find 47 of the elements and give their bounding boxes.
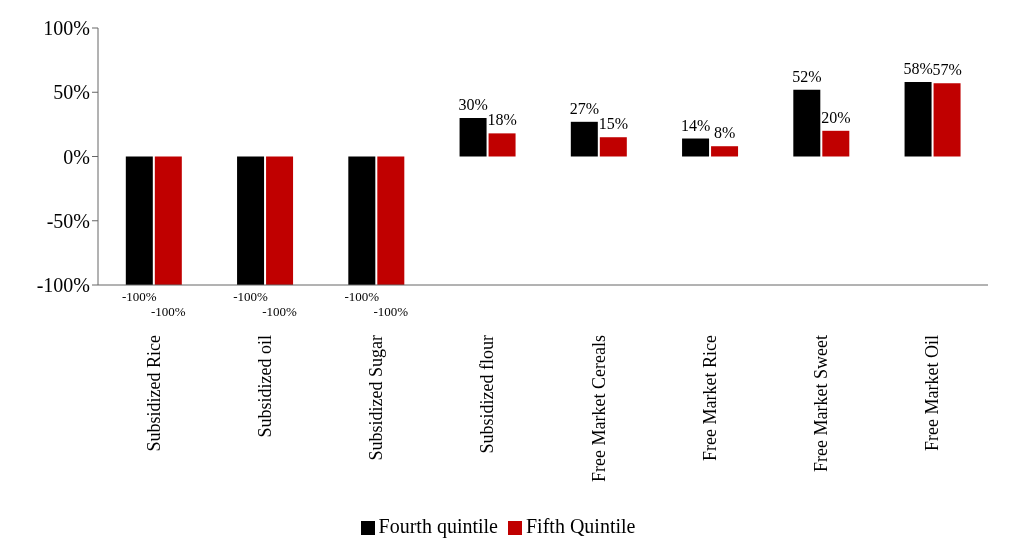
data-label: -100% (121, 289, 157, 304)
bar (459, 117, 487, 157)
bar (599, 137, 627, 157)
bar (711, 146, 739, 157)
x-tick-label: Free Market Oil (922, 335, 943, 451)
bar (125, 156, 153, 285)
bar (822, 130, 850, 157)
data-label: 52% (792, 67, 822, 85)
x-tick-label: Subsidized Rice (143, 334, 164, 452)
bar (933, 83, 961, 157)
data-label: 30% (458, 95, 488, 113)
data-label: -100% (150, 304, 186, 319)
data-label: 15% (598, 115, 628, 133)
bar (682, 138, 710, 157)
data-label: -100% (233, 289, 269, 304)
x-tick-label: Free Market Cereals (588, 335, 609, 482)
legend-label: Fourth quintile (378, 515, 498, 537)
bar (793, 89, 821, 157)
x-tick-label: Subsidized flour (477, 335, 498, 454)
y-tick-label: -100% (36, 274, 90, 297)
y-tick-label: 0% (63, 145, 90, 168)
bar (348, 156, 376, 285)
bar (570, 121, 598, 157)
bar (266, 156, 294, 285)
data-label: -100% (262, 304, 298, 319)
data-label: 18% (487, 111, 517, 129)
data-label: -100% (344, 289, 380, 304)
y-tick-label: 50% (53, 81, 90, 104)
bar (488, 133, 516, 157)
bar (237, 156, 265, 285)
y-tick-label: -50% (46, 209, 90, 232)
data-label: 8% (713, 124, 736, 142)
x-tick-label: Free Market Rice (699, 335, 720, 461)
y-tick-label: 100% (43, 17, 90, 40)
bar (904, 81, 932, 157)
x-tick-label: Subsidized Sugar (366, 335, 387, 461)
legend-label: Fifth Quintile (526, 515, 636, 537)
data-label: -100% (373, 304, 409, 319)
data-label: 58% (903, 59, 933, 77)
bar (377, 156, 405, 285)
bar (154, 156, 182, 285)
data-label: 20% (821, 108, 851, 126)
data-label: 14% (680, 116, 711, 134)
data-label: 27% (569, 99, 599, 117)
x-tick-label: Subsidized oil (254, 335, 275, 438)
x-tick-label: Free Market Sweet (811, 335, 832, 472)
data-label: 57% (932, 61, 962, 79)
